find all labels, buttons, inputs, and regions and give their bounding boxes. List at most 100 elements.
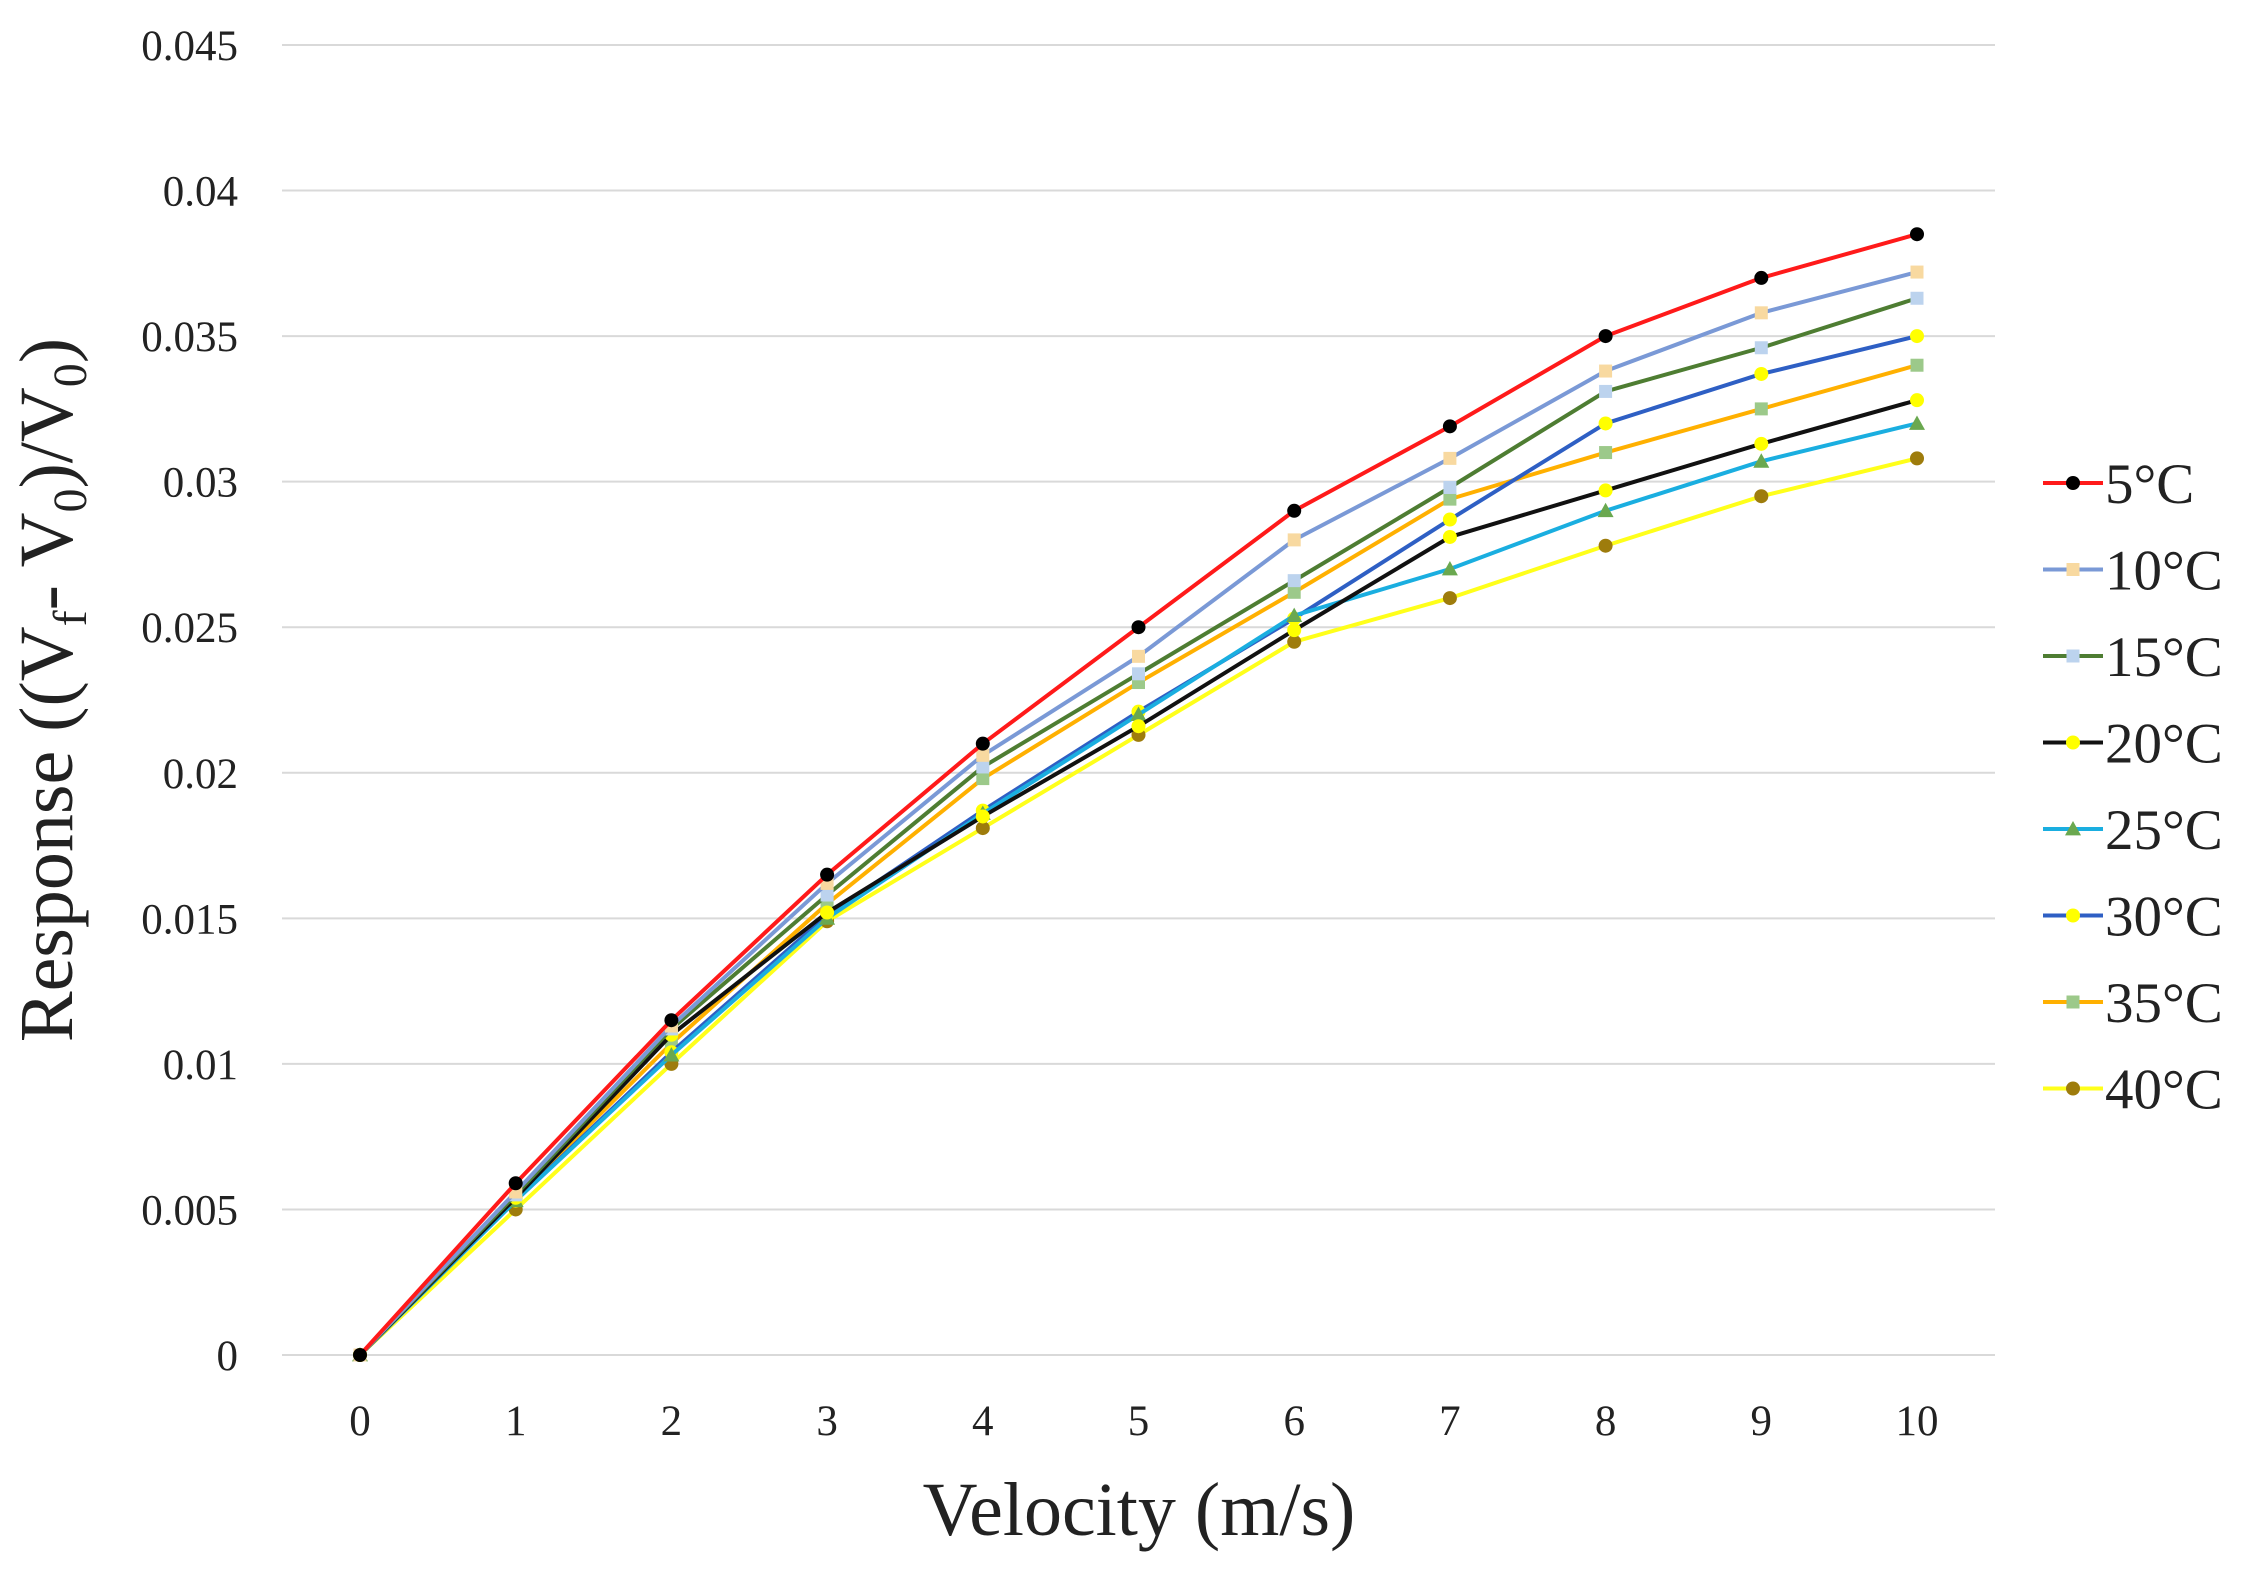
data-point [1753,453,1770,468]
data-point [1910,265,1924,279]
data-point [1754,489,1769,504]
y-tick-label: 0.045 [141,23,238,70]
data-point [1599,384,1613,398]
x-tick-label: 6 [1283,1398,1305,1445]
series-line [358,296,1918,1357]
data-point [975,736,990,751]
x-tick-label: 7 [1439,1398,1461,1445]
data-point [1910,329,1924,344]
legend-label: 35°C [2105,972,2223,1035]
data-point [976,748,990,762]
legend-swatch-marker [2066,1081,2080,1096]
data-point [1287,634,1302,649]
y-axis-ticks: 0 0.005 0.01 0.015 0.02 0.025 0.03 0.035 0.04 0.0… [141,23,238,1380]
data-point [664,1013,679,1028]
data-point [1287,503,1302,518]
legend: 5°C 10°C 15°C 20°C 25°C 30°C 35°C 40°C [2043,453,2223,1122]
legend-label: 40°C [2105,1059,2223,1122]
legend-item: 35°C [2043,972,2223,1035]
data-point [1442,591,1457,606]
legend-swatch-marker [2066,735,2080,750]
legend-item: 30°C [2043,886,2223,949]
y-tick-label: 0.01 [163,1042,238,1089]
legend-swatch-marker [2065,821,2081,836]
x-tick-label: 2 [661,1398,683,1445]
y-tick-label: 0.04 [163,169,238,216]
y-axis-title: Response ((Vf- V0)/V0) [5,338,97,1042]
data-point [1442,419,1457,434]
y-axis-title-mid2: )/V [5,387,89,488]
series-15-deg-C [353,291,1924,1362]
data-point [1287,623,1302,638]
data-point [1132,667,1145,681]
data-point [1599,446,1613,460]
legend-swatch-marker [2066,908,2080,923]
x-tick-label: 0 [349,1398,371,1445]
data-point [1442,512,1457,527]
data-point [1286,607,1303,622]
data-point [1441,561,1458,576]
y-tick-label: 0 [217,1333,239,1380]
data-point [1598,416,1613,431]
x-axis-title: Velocity (m/s) [923,1468,1356,1552]
data-point [1131,620,1146,635]
y-tick-label: 0.03 [163,460,238,507]
x-tick-label: 3 [816,1398,838,1445]
series-line [358,334,1918,1357]
legend-label: 10°C [2105,540,2223,603]
data-point [1597,502,1614,518]
y-tick-label: 0.005 [141,1187,238,1234]
series-line [358,270,1918,1357]
data-point [975,809,990,824]
data-point [1910,227,1924,242]
series-40-deg-C [353,451,1924,1362]
data-point [1910,451,1924,466]
legend-swatch-marker [2066,563,2080,576]
legend-label: 5°C [2105,453,2194,516]
legend-label: 20°C [2105,713,2223,776]
data-point [1443,492,1457,506]
data-point [1598,329,1613,344]
data-point [1130,706,1147,721]
legend-swatch-marker [2066,476,2080,490]
x-axis-ticks: 0 1 2 3 4 5 6 7 8 9 10 [349,1398,1938,1445]
y-tick-label: 0.015 [141,896,238,943]
data-point [1754,270,1769,285]
data-point [1598,483,1613,498]
data-point [508,1176,523,1191]
x-tick-label: 9 [1751,1398,1773,1445]
data-point [820,905,835,920]
data-point [663,1047,680,1062]
data-point [976,760,990,774]
data-point [1599,364,1613,378]
series-line [358,363,1918,1357]
data-point [1442,529,1457,544]
y-axis-title-sub-0a: 0 [44,489,97,513]
legend-item: 15°C [2043,626,2223,689]
y-axis-title-suffix: ) [5,338,89,363]
x-tick-label: 5 [1128,1398,1150,1445]
y-axis-title-prefix: Response ((V [5,626,89,1042]
legend-label: 15°C [2105,626,2223,689]
x-tick-label: 4 [972,1398,994,1445]
data-point [1910,358,1924,372]
data-point [1754,306,1768,320]
y-tick-label: 0.035 [141,314,238,361]
data-point [975,821,990,836]
series-25-deg-C [352,415,1925,1362]
data-point [1754,341,1768,355]
data-point [1443,480,1457,494]
x-tick-label: 10 [1896,1398,1939,1445]
x-tick-label: 1 [505,1398,527,1445]
y-axis-title-mid: - V [5,512,89,610]
legend-item: 5°C [2043,453,2194,516]
data-point [1910,393,1924,408]
y-axis-title-sub-f: f [44,610,97,626]
data-point [1287,585,1301,599]
legend-item: 25°C [2043,799,2223,862]
legend-label: 25°C [2105,799,2223,862]
data-point [1131,719,1146,734]
series-35-deg-C [353,358,1924,1362]
legend-label: 30°C [2105,886,2223,949]
